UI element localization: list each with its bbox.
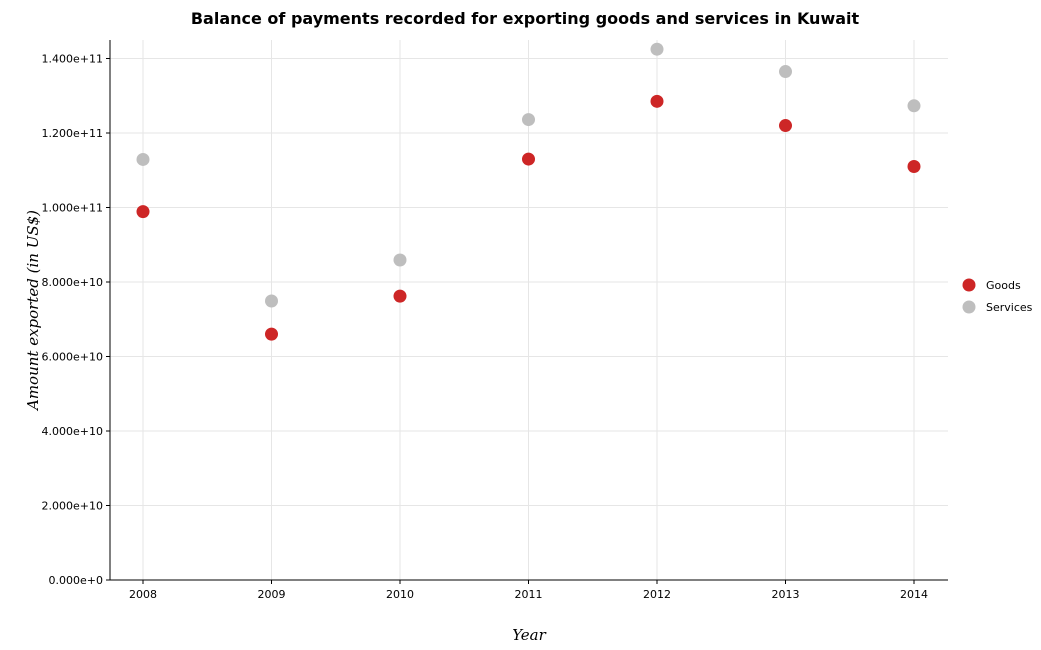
goods-point-2009 (265, 327, 278, 341)
goods-point-2008 (136, 205, 150, 219)
grid (110, 40, 948, 581)
legend-marker-services (962, 300, 976, 314)
services-point-2013 (779, 65, 792, 79)
services-point-2010 (393, 253, 407, 267)
services-point-2012 (650, 42, 664, 56)
x-ticks: 2008 2009 2010 2011 2012 2013 2014 (129, 580, 928, 601)
legend: Goods Services (962, 278, 1033, 314)
y-tick-label: 1.200e+11 (42, 127, 103, 140)
legend-label-goods: Goods (986, 279, 1021, 292)
goods-point-2010 (393, 289, 407, 303)
x-axis-label: Year (512, 626, 546, 644)
y-ticks: 0.000e+0 2.000e+10 4.000e+10 6.000e+10 8.000… (42, 53, 110, 587)
y-tick-label: 0.000e+0 (49, 574, 103, 587)
y-tick-label: 4.000e+10 (42, 425, 103, 438)
goods-point-2011 (522, 152, 535, 166)
legend-label-services: Services (986, 301, 1033, 314)
services-point-2014 (907, 99, 921, 113)
y-tick-label: 1.400e+11 (42, 53, 103, 66)
services-point-2008 (136, 152, 150, 166)
goods-point-2013 (779, 119, 792, 133)
y-axis-label: Amount exported (in US$) (24, 210, 42, 412)
chart-title: Balance of payments recorded for exporti… (191, 9, 860, 28)
goods-point-2012 (650, 94, 664, 108)
services-point-2009 (265, 294, 278, 308)
legend-marker-goods (962, 278, 976, 292)
data-points (136, 42, 921, 341)
y-tick-label: 2.000e+10 (42, 500, 103, 513)
goods-point-2014 (907, 160, 921, 174)
x-tick-label: 2009 (258, 588, 286, 601)
x-tick-label: 2012 (643, 588, 671, 601)
y-tick-label: 6.000e+10 (42, 351, 103, 364)
services-point-2011 (522, 113, 535, 127)
x-tick-label: 2008 (129, 588, 157, 601)
x-tick-label: 2011 (515, 588, 543, 601)
x-tick-label: 2014 (900, 588, 928, 601)
y-tick-label: 8.000e+10 (42, 276, 103, 289)
x-tick-label: 2013 (772, 588, 800, 601)
y-tick-label: 1.000e+11 (42, 202, 103, 215)
x-tick-label: 2010 (386, 588, 414, 601)
